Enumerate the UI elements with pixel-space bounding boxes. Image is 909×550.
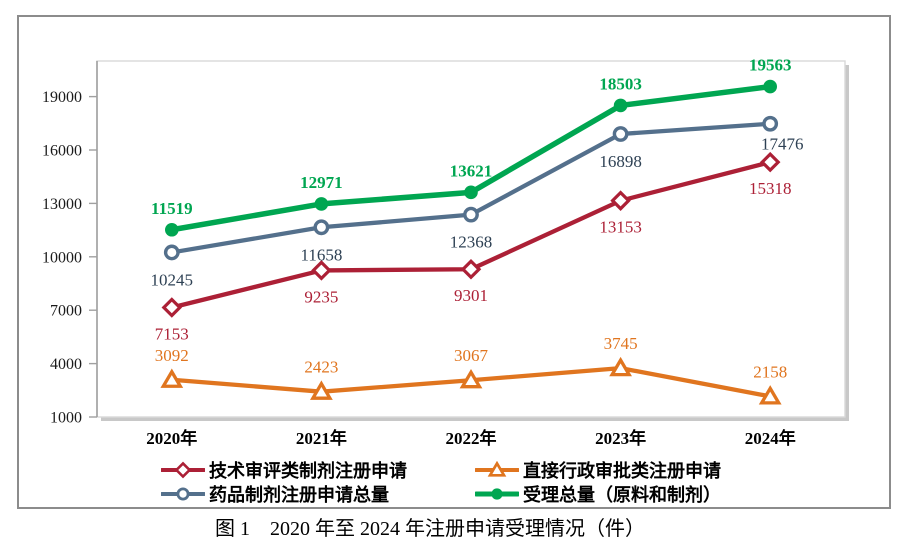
legend-circle-filled-icon [475,487,519,500]
marker-circle-filled [491,487,503,500]
marker-triangle-open [310,380,333,400]
data-label: 7153 [155,324,189,343]
legend-item-2: 药品制剂注册申请总量 [161,482,475,505]
marker-diamond-open [311,260,332,281]
x-tick-label: 2023年 [595,428,646,448]
data-label: 15318 [749,179,792,198]
marker-diamond-open [174,461,192,478]
data-label: 16898 [599,152,642,171]
marker-triangle-open [487,460,507,477]
marker-triangle-open [758,385,782,405]
y-tick-label: 13000 [42,196,82,213]
marker-circle-open [762,115,779,132]
marker-triangle-open [160,368,184,388]
data-label: 3067 [454,346,489,365]
legend-label: 技术审评类制剂注册申请 [209,460,407,481]
data-label: 3092 [155,346,189,365]
legend-label: 受理总量（原料和制剂） [523,484,721,505]
data-label: 9301 [454,286,488,305]
marker-circle-filled [314,197,329,211]
legend-label: 直接行政审批类注册申请 [523,460,721,481]
marker-circle-open [163,244,180,261]
marker-diamond-open [759,151,781,173]
marker-circle-open [463,206,479,223]
marker-circle-open [612,126,629,142]
series-2: 10245 11658 12368 16898 17476 [151,115,804,289]
y-tick-label: 1000 [50,410,82,427]
data-label: 13153 [599,218,642,237]
legend-label: 药品制剂注册申请总量 [209,484,389,505]
x-tick-label: 2021年 [296,428,347,448]
data-label: 19563 [749,56,792,75]
marker-circle-filled [763,79,777,94]
data-label: 9235 [304,287,338,306]
legend-item-0: 技术审评类制剂注册申请 [161,458,475,481]
series-0: 7153 9235 9301 13153 15318 [155,151,792,343]
y-tick-label: 4000 [50,356,82,373]
marker-circle-open [176,487,190,500]
y-tick-label: 10000 [42,249,82,266]
marker-diamond-open [460,258,482,280]
marker-circle-filled [464,185,478,200]
data-label: 12368 [450,233,493,252]
marker-circle-filled [165,222,179,237]
marker-circle-open [313,219,330,236]
figure-caption: 图 1 2020 年至 2024 年注册申请受理情况（件） [215,518,645,540]
data-label: 12971 [300,173,343,192]
legend-item-3: 受理总量（原料和制剂） [475,482,721,505]
data-label: 2158 [753,362,787,381]
series-1: 3092 2423 3067 3745 2158 [155,334,787,405]
legend-circle-open-icon [161,487,205,500]
marker-diamond-open [610,190,631,211]
chart-legend: 技术审评类制剂注册申请 直接行政审批类注册申请药品制剂注册申请总量 受理总量（原料和… [161,458,721,505]
x-tick-label: 2022年 [446,428,497,448]
marker-triangle-open [609,356,632,377]
data-label: 10245 [151,270,194,289]
y-tick-label: 19000 [42,89,82,106]
data-label: 11519 [151,199,193,218]
legend-triangle-open-icon [475,460,519,477]
data-label: 17476 [761,135,804,154]
legend-diamond-open-icon [161,461,205,478]
y-tick-label: 7000 [50,303,82,320]
data-label: 18503 [599,74,642,93]
y-tick-label: 16000 [42,143,82,160]
data-label: 3745 [604,334,638,353]
legend-item-1: 直接行政审批类注册申请 [475,458,721,481]
data-label: 11658 [300,245,342,264]
marker-diamond-open [161,297,183,318]
plot-area [96,60,846,418]
data-label: 13621 [450,161,493,180]
x-tick-label: 2020年 [146,428,197,448]
marker-circle-filled [613,98,628,113]
data-label: 2423 [304,358,338,377]
marker-triangle-open [459,368,483,389]
series-3: 11519 12971 13621 18503 19563 [151,56,791,237]
x-tick-label: 2024年 [745,428,796,448]
